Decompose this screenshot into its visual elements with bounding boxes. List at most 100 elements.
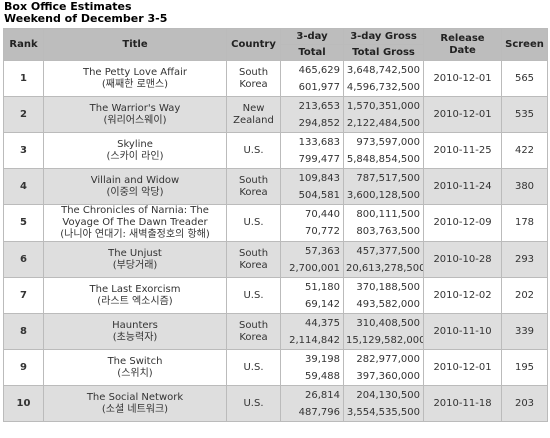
title-cell: Skyline (스카이 라인) [43,132,227,169]
total-gross: 15,129,582,000 [346,334,424,346]
admissions-cell: 133,683 799,477 [280,132,344,169]
screen-cell: 565 [501,60,548,97]
title-cell: Villain and Widow (이중의 악당) [43,168,227,205]
rank-cell: 4 [3,168,44,205]
release-cell: 2010-12-01 [423,349,502,386]
header-cell: Screen [501,28,548,61]
movie-title: The Last Exorcism [89,283,181,295]
total-gross: 397,360,000 [356,370,420,382]
header-cell: 3-day [280,28,344,45]
rank-cell: 6 [3,241,44,278]
three-day-admissions: 51,180 [305,281,340,293]
korean-title: (스카이 라인) [106,150,164,162]
release-cell: 2010-11-18 [423,385,502,422]
admissions-cell: 51,180 69,142 [280,277,344,314]
gross-cell: 370,188,500 493,582,000 [343,277,424,314]
korean-title: (초능력자) [112,331,158,343]
screen-cell: 380 [501,168,548,205]
movie-title: The Petty Love Affair [82,66,188,78]
total-gross: 3,600,128,500 [346,189,420,201]
movie-title: Villain and Widow [90,174,180,186]
screen-cell: 178 [501,204,548,242]
country-cell: U.S. [226,349,281,386]
total-admissions: 601,977 [298,81,340,93]
title-cell: The Warrior's Way (워리어스웨이) [43,96,227,133]
table-row: 10 The Social Network (소셜 네트워크) U.S. 26,814 4… [3,385,548,422]
header: Box Office Estimates Weekend of December… [0,0,550,28]
release-cell: 2010-12-02 [423,277,502,314]
total-gross: 2,122,484,500 [346,117,420,129]
release-cell: 2010-12-09 [423,204,502,242]
rank-cell: 7 [3,277,44,314]
title-cell: The Social Network (소셜 네트워크) [43,385,227,422]
movie-title: The Unjust [108,247,162,259]
movie-title: The Chronicles of Narnia: The Voyage Of … [61,205,209,229]
rank-cell: 9 [3,349,44,386]
release-cell: 2010-11-10 [423,313,502,350]
three-day-gross: 282,977,000 [356,353,420,365]
total-admissions: 2,114,842 [289,334,340,346]
rank-cell: 3 [3,132,44,169]
screen-cell: 202 [501,277,548,314]
release-cell: 2010-11-25 [423,132,502,169]
country-cell: U.S. [226,385,281,422]
title-cell: The Last Exorcism (라스트 엑소시즘) [43,277,227,314]
table-row: 3 Skyline (스카이 라인) U.S. 133,683 799,477 973,59… [3,132,548,169]
gross-cell: 973,597,000 5,848,854,500 [343,132,424,169]
header-cell: Rank [3,28,44,61]
country-cell: U.S. [226,132,281,169]
korean-title: (째째한 로맨스) [101,78,169,90]
korean-title: (이중의 악당) [106,186,164,198]
korean-title: (나니아 연대기: 새벽출정호의 항해) [60,229,210,240]
three-day-admissions: 109,843 [298,172,340,184]
country-cell: New Zealand [226,96,281,133]
title-cell: The Petty Love Affair (째째한 로맨스) [43,60,227,97]
rank-cell: 10 [3,385,44,422]
title-cell: The Chronicles of Narnia: The Voyage Of … [43,204,227,242]
box-office-table: Rank Title Country 3-day 3-day Gross Rel… [3,28,548,422]
gross-cell: 457,377,500 20,613,278,500 [343,241,424,278]
three-day-admissions: 465,629 [298,64,340,76]
table-row: 2 The Warrior's Way (워리어스웨이) New Zealand 213… [3,96,548,133]
three-day-admissions: 44,375 [305,317,340,329]
country-cell: U.S. [226,277,281,314]
three-day-gross: 1,570,351,000 [346,100,420,112]
three-day-admissions: 26,814 [305,389,340,401]
admissions-cell: 70,440 70,772 [280,204,344,242]
title-cell: The Unjust (부당거래) [43,241,227,278]
rank-cell: 5 [3,204,44,242]
release-cell: 2010-12-01 [423,60,502,97]
screen-cell: 195 [501,349,548,386]
title-cell: Haunters (초능력자) [43,313,227,350]
table-body: 1 The Petty Love Affair (째째한 로맨스) South Kor… [3,60,548,422]
gross-cell: 310,408,500 15,129,582,000 [343,313,424,350]
country-cell: South Korea [226,313,281,350]
admissions-cell: 39,198 59,488 [280,349,344,386]
admissions-cell: 213,653 294,852 [280,96,344,133]
three-day-admissions: 213,653 [298,100,340,112]
total-admissions: 2,700,001 [289,262,340,274]
gross-cell: 3,648,742,500 4,596,732,500 [343,60,424,97]
table-row: 8 Haunters (초능력자) South Korea 44,375 2,114,84… [3,313,548,350]
table-row: 6 The Unjust (부당거래) South Korea 57,363 2,700,… [3,241,548,278]
gross-cell: 800,111,500 803,763,500 [343,204,424,242]
korean-title: (소셜 네트워크) [101,403,169,415]
release-cell: 2010-11-24 [423,168,502,205]
total-gross: 3,554,535,500 [346,406,420,418]
screen-cell: 535 [501,96,548,133]
admissions-cell: 44,375 2,114,842 [280,313,344,350]
header-cell: 3-day Gross [343,28,424,45]
country-cell: U.S. [226,204,281,242]
three-day-gross: 973,597,000 [356,136,420,148]
screen-cell: 293 [501,241,548,278]
total-gross: 4,596,732,500 [346,81,420,93]
total-admissions: 799,477 [298,153,340,165]
movie-title: Haunters [112,319,158,331]
three-day-gross: 457,377,500 [356,245,420,257]
movie-title: The Switch [107,355,163,367]
header-cell: Release Date [423,28,502,61]
total-gross: 493,582,000 [356,298,420,310]
rank-cell: 8 [3,313,44,350]
total-admissions: 70,772 [305,226,340,237]
